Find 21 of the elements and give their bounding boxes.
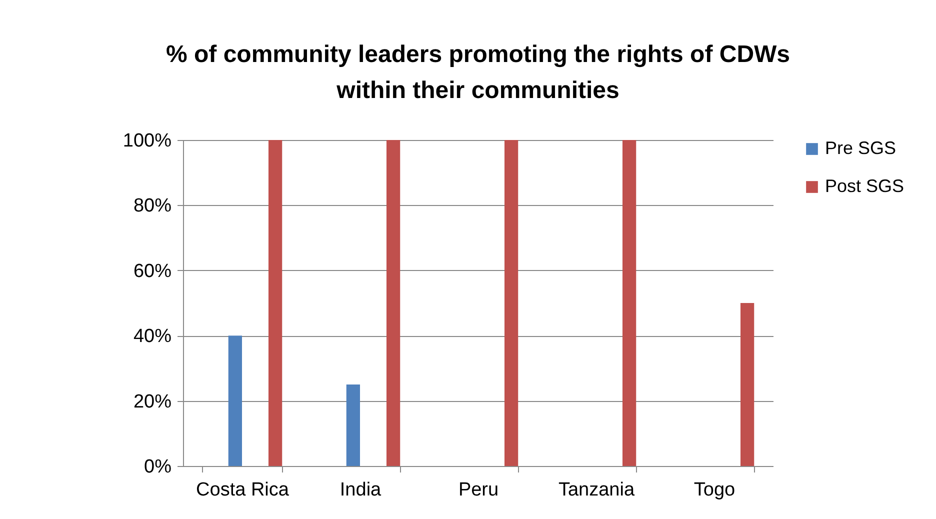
bar bbox=[268, 140, 282, 466]
y-tick-label: 80% bbox=[133, 196, 172, 217]
bar bbox=[386, 140, 400, 466]
legend-label: Post SGS bbox=[825, 176, 904, 196]
y-tick-label: 60% bbox=[133, 260, 172, 282]
bar bbox=[504, 140, 518, 466]
x-tick-label: Tanzania bbox=[558, 480, 635, 500]
y-tick-label: 20% bbox=[133, 391, 172, 412]
bar bbox=[228, 336, 242, 466]
x-tick-label: Peru bbox=[458, 480, 499, 500]
y-tick-label: 40% bbox=[133, 326, 172, 348]
chart-title: % of community leaders promoting the rights of CDWs within their communities bbox=[166, 41, 790, 104]
bar bbox=[622, 140, 636, 466]
y-tick-label: 100% bbox=[122, 130, 172, 152]
x-tick-label: Togo bbox=[694, 480, 736, 500]
bar bbox=[346, 384, 360, 466]
legend-label: Pre SGS bbox=[825, 138, 896, 158]
y-tick-label: 0% bbox=[144, 456, 172, 478]
bar bbox=[740, 303, 754, 466]
x-tick-label: India bbox=[340, 480, 382, 500]
x-tick-label: Costa Rica bbox=[196, 480, 290, 500]
